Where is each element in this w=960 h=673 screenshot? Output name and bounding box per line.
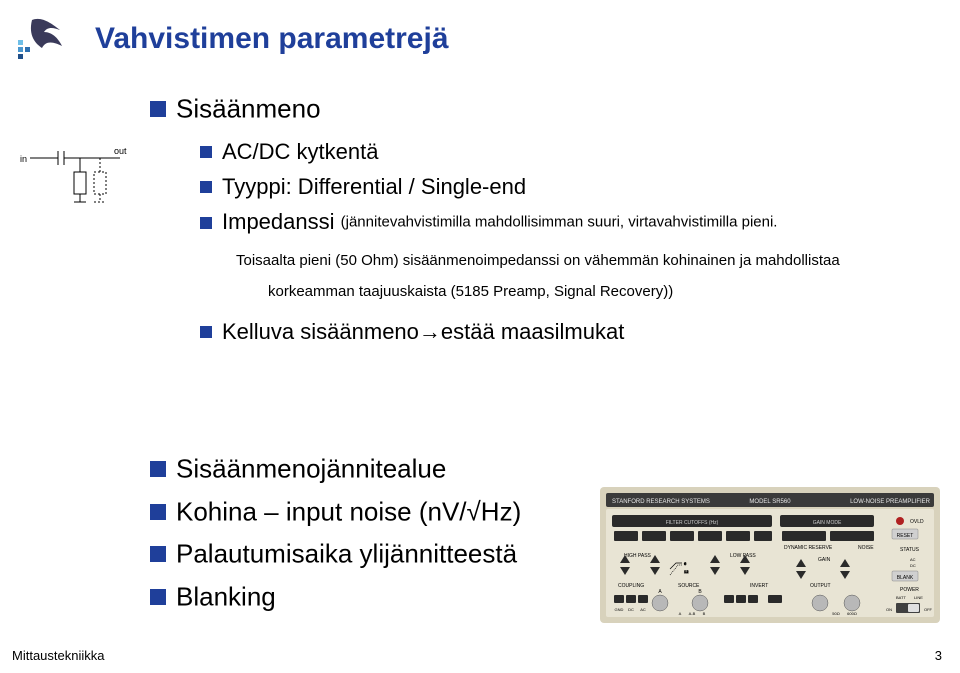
svg-text:GAIN MODE: GAIN MODE (813, 520, 842, 526)
svg-text:B: B (703, 611, 706, 616)
list-item: Palautumisaika ylijännitteestä (150, 537, 521, 570)
svg-text:A-B: A-B (689, 611, 696, 616)
page-number: 3 (935, 648, 942, 663)
item-label-post: estää maasilmukat (441, 319, 624, 344)
bullet-icon (200, 146, 212, 158)
bullet-icon (150, 101, 166, 117)
item-subnote: korkeamman taajuuskaista (5185 Preamp, S… (200, 283, 840, 300)
svg-text:GND: GND (615, 607, 624, 612)
list-item: Kelluva sisäänmeno→estää maasilmukat (200, 318, 840, 345)
svg-text:LINE: LINE (914, 595, 923, 600)
svg-text:DC: DC (628, 607, 634, 612)
svg-text:in: in (20, 154, 27, 164)
arrow-icon: → (419, 319, 441, 344)
svg-text:DYNAMIC RESERVE: DYNAMIC RESERVE (784, 545, 833, 551)
section-list-2: Sisäänmenojännitealue Kohina – input noi… (150, 452, 521, 623)
footer-label: Mittaustekniikka (12, 648, 104, 663)
svg-text:A: A (679, 611, 682, 616)
svg-text:HIGH PASS: HIGH PASS (624, 553, 652, 559)
svg-text:NOISE: NOISE (858, 545, 874, 551)
svg-text:POWER: POWER (900, 587, 919, 593)
svg-text:AC: AC (640, 607, 646, 612)
svg-text:ON: ON (886, 607, 892, 612)
bullet-icon (150, 461, 166, 477)
item-label: Sisäänmenojännitealue (176, 454, 446, 484)
svg-text:SOURCE: SOURCE (678, 583, 700, 589)
svg-text:12: 12 (684, 569, 689, 574)
section-sisäänmeno: Sisäänmeno (150, 92, 321, 135)
bullet-icon (200, 217, 212, 229)
svg-text:INVERT: INVERT (750, 583, 768, 589)
svg-text:FILTER CUTOFFS (Hz): FILTER CUTOFFS (Hz) (666, 520, 719, 526)
svg-text:LOW-NOISE PREAMPLIFIER: LOW-NOISE PREAMPLIFIER (850, 499, 931, 505)
svg-text:RESET: RESET (897, 533, 914, 539)
item-label: Palautumisaika ylijännitteestä (176, 539, 517, 569)
svg-text:OFF: OFF (924, 607, 933, 612)
svg-text:BLANK: BLANK (897, 575, 914, 581)
item-label: Impedanssi (222, 210, 335, 235)
bullet-icon (150, 504, 166, 520)
slide: Vahvistimen parametrejä in out Sisäänmen… (0, 0, 960, 673)
item-label: Blanking (176, 582, 276, 612)
circuit-diagram: in out (20, 138, 130, 208)
list-item: AC/DC kytkentä (200, 138, 840, 165)
svg-text:50Ω: 50Ω (832, 611, 839, 616)
bullet-icon (200, 181, 212, 193)
svg-text:AC: AC (910, 557, 916, 562)
section-label: Sisäänmeno (176, 94, 321, 124)
svg-text:BATT: BATT (896, 595, 906, 600)
svg-text:OVLD: OVLD (910, 519, 924, 525)
item-label: Kohina – input noise (nV/√Hz) (176, 496, 521, 526)
item-label: AC/DC kytkentä (222, 139, 379, 164)
svg-text:COUPLING: COUPLING (618, 583, 644, 589)
svg-text:OUTPUT: OUTPUT (810, 583, 831, 589)
item-label: Tyyppi: Differential / Single-end (222, 174, 526, 199)
list-item: Sisäänmenojännitealue (150, 452, 521, 485)
list-item: Kohina – input noise (nV/√Hz) (150, 495, 521, 528)
page-title: Vahvistimen parametrejä (95, 22, 449, 56)
list-item: Blanking (150, 580, 521, 613)
flame-logo (14, 14, 68, 62)
item-subnote: Toisaalta pieni (50 Ohm) sisäänmenoimped… (200, 252, 840, 269)
svg-text:out: out (114, 146, 127, 156)
preamplifier-device: STANFORD RESEARCH SYSTEMS MODEL SR560 LO… (600, 487, 940, 623)
svg-text:STATUS: STATUS (900, 547, 920, 553)
item-list: AC/DC kytkentä Tyyppi: Differential / Si… (200, 138, 840, 353)
bullet-icon (150, 546, 166, 562)
svg-text:DC: DC (910, 563, 916, 568)
list-item: Tyyppi: Differential / Single-end (200, 173, 840, 200)
svg-text:STANFORD RESEARCH SYSTEMS: STANFORD RESEARCH SYSTEMS (612, 499, 710, 505)
svg-text:MODEL SR560: MODEL SR560 (749, 499, 791, 505)
bullet-icon (150, 589, 166, 605)
svg-text:600Ω: 600Ω (847, 611, 857, 616)
svg-text:GAIN: GAIN (818, 557, 831, 563)
list-item: Impedanssi (jännitevahvistimilla mahdoll… (200, 208, 840, 235)
item-note: (jännitevahvistimilla mahdollisimman suu… (341, 214, 778, 231)
item-label-pre: Kelluva sisäänmeno (222, 319, 419, 344)
bullet-icon (200, 326, 212, 338)
